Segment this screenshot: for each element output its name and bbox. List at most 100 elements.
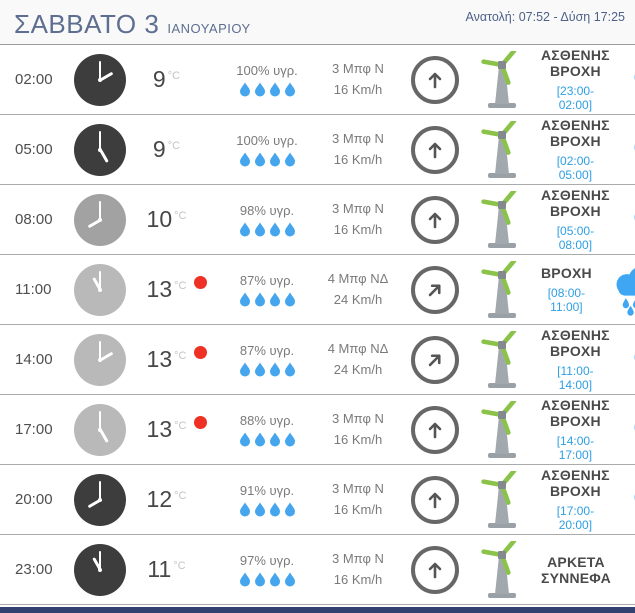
wind-direction-icon: [411, 125, 459, 174]
humidity-drop-icon: [239, 362, 250, 376]
humidity-drop-icon: [269, 292, 280, 306]
light-rain-icon: [634, 72, 635, 81]
humidity-label: 97% υγρ.: [239, 552, 295, 568]
temperature-value: 13: [146, 346, 173, 372]
wind-direction-icon: [411, 335, 459, 384]
clock-icon: [74, 473, 126, 526]
humidity-drop-icon: [254, 222, 265, 236]
wind-turbine-icon: [481, 540, 517, 598]
condition-label: ΑΣΘΕΝΗΣ ΒΡΟΧΗ: [541, 47, 610, 79]
condition-label: ΑΣΘΕΝΗΣ ΒΡΟΧΗ: [541, 187, 610, 219]
humidity-label: 91% υγρ.: [239, 482, 295, 498]
wind-direction-icon: [411, 405, 459, 454]
wind-beaufort-label: 3 Μπφ N: [332, 551, 384, 567]
time-label: 23:00: [15, 561, 53, 578]
light-rain-icon: [634, 212, 635, 221]
time-label: 20:00: [15, 491, 53, 508]
temperature-unit: °C: [167, 70, 181, 82]
temperature-unit: °C: [174, 280, 187, 292]
forecast-row: 14:00 13 °C 87% υγρ. 4 Μπφ ΝΔ 24 Km/h: [0, 325, 635, 395]
clock-icon: [74, 403, 126, 456]
temperature-value: 11: [147, 556, 172, 582]
forecast-range: [23:00-02:00]: [556, 84, 595, 112]
footer-accent-bar: [0, 607, 635, 613]
forecast-rows: 02:00 9 °C 100% υγρ. 3 Μπφ N 16 Km/h: [0, 45, 635, 605]
time-label: 08:00: [15, 211, 53, 228]
wind-speed-label: 16 Km/h: [333, 501, 383, 517]
humidity-drop-icon: [269, 152, 280, 166]
light-rain-icon: [634, 352, 635, 361]
clock-icon: [74, 263, 126, 316]
time-label: 02:00: [15, 71, 53, 88]
humidity-drop-icon: [239, 572, 250, 586]
condition-label: ΑΣΘΕΝΗΣ ΒΡΟΧΗ: [541, 117, 610, 149]
wind-speed-label: 16 Km/h: [333, 431, 383, 447]
wind-turbine-icon: [481, 400, 517, 458]
temperature-value: 12: [146, 486, 173, 512]
humidity-drop-icon: [254, 82, 265, 96]
humidity-drop-icon: [239, 152, 250, 166]
clock-icon: [74, 123, 126, 176]
time-label: 11:00: [15, 281, 52, 298]
wind-direction-icon: [411, 545, 459, 594]
temperature-value: 13: [146, 416, 173, 442]
wind-speed-label: 16 Km/h: [333, 81, 383, 97]
humidity-drop-icon: [284, 222, 295, 236]
condition-label: ΑΡΚΕΤΑ ΣΥΝΝΕΦΑ: [541, 553, 611, 586]
wind-direction-icon: [411, 265, 459, 314]
wind-direction-icon: [411, 55, 459, 104]
humidity-drop-icon: [239, 502, 250, 516]
humidity-label: 87% υγρ.: [239, 342, 295, 358]
clock-icon: [74, 193, 126, 246]
month-name: ΙΑΝΟΥΑΡΙΟΥ: [167, 21, 251, 36]
forecast-range: [17:00-20:00]: [556, 504, 595, 532]
forecast-range: [08:00-11:00]: [547, 286, 586, 314]
condition-label: ΑΣΘΕΝΗΣ ΒΡΟΧΗ: [541, 467, 610, 499]
humidity-drop-icon: [254, 432, 265, 446]
humidity-drop-icon: [269, 222, 280, 236]
humidity-drop-icon: [284, 572, 295, 586]
humidity-drop-icon: [269, 362, 280, 376]
wind-turbine-icon: [481, 260, 517, 318]
temperature-unit: °C: [174, 210, 187, 222]
condition-label: ΑΣΘΕΝΗΣ ΒΡΟΧΗ: [541, 327, 610, 359]
humidity-drop-icon: [254, 572, 265, 586]
temperature-value: 9: [152, 66, 166, 92]
wind-turbine-icon: [481, 330, 517, 388]
day-title: ΣΑΒΒΑΤΟ 3 ΙΑΝΟΥΑΡΙΟΥ: [14, 0, 251, 40]
humidity-label: 87% υγρ.: [239, 272, 295, 288]
humidity-drop-icon: [284, 502, 295, 516]
wind-beaufort-label: 3 Μπφ N: [332, 411, 384, 427]
humidity-drop-icons: [221, 362, 313, 377]
time-label: 05:00: [15, 141, 53, 158]
forecast-row: 23:00 11 °C 97% υγρ. 3 Μπφ N 16 Km/h: [0, 535, 635, 605]
humidity-label: 100% υγρ.: [236, 132, 298, 148]
wind-direction-icon: [411, 475, 459, 524]
wind-speed-label: 16 Km/h: [333, 571, 383, 587]
temperature-value: 9: [152, 136, 166, 162]
humidity-drop-icon: [284, 362, 295, 376]
light-rain-icon: [634, 492, 635, 501]
humidity-drop-icon: [254, 152, 265, 166]
max-temp-dot: [194, 346, 208, 359]
wind-beaufort-label: 4 Μπφ ΝΔ: [327, 341, 389, 357]
forecast-row: 11:00 13 °C 87% υγρ. 4 Μπφ ΝΔ 24 Km/h: [0, 255, 635, 325]
wind-turbine-icon: [481, 470, 517, 528]
wind-speed-label: 16 Km/h: [333, 151, 383, 167]
humidity-drop-icon: [269, 432, 280, 446]
humidity-drop-icons: [221, 152, 313, 167]
humidity-drop-icons: [221, 222, 313, 237]
wind-speed-label: 24 Km/h: [333, 361, 383, 377]
forecast-range: [14:00-17:00]: [556, 434, 595, 462]
wind-speed-label: 16 Km/h: [333, 221, 383, 237]
day-header: ΣΑΒΒΑΤΟ 3 ΙΑΝΟΥΑΡΙΟΥ Ανατολή: 07:52 - Δύ…: [0, 0, 635, 45]
condition-label: ΒΡΟΧΗ: [541, 265, 592, 281]
wind-beaufort-label: 3 Μπφ N: [332, 201, 384, 217]
light-rain-icon: [634, 422, 635, 431]
wind-speed-label: 24 Km/h: [333, 291, 383, 307]
wind-turbine-icon: [481, 190, 517, 248]
wind-beaufort-label: 3 Μπφ N: [332, 61, 384, 77]
humidity-drop-icon: [239, 432, 250, 446]
temperature-value: 13: [146, 276, 173, 302]
forecast-row: 05:00 9 °C 100% υγρ. 3 Μπφ N 16 Km/h: [0, 115, 635, 185]
